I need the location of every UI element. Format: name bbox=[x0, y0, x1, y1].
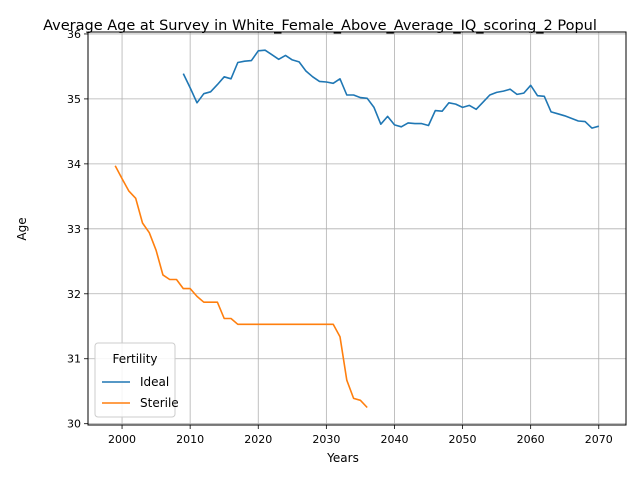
x-axis: 2000 2010 2020 2030 2040 2050 2060 2070 bbox=[108, 425, 613, 446]
x-tick-label: 2000 bbox=[108, 433, 136, 446]
y-tick-label: 30 bbox=[67, 418, 81, 431]
y-tick-label: 35 bbox=[67, 93, 81, 106]
x-tick-label: 2030 bbox=[312, 433, 340, 446]
y-tick-label: 33 bbox=[67, 223, 81, 236]
y-axis-label: Age bbox=[15, 217, 29, 240]
legend-label: Ideal bbox=[140, 375, 169, 389]
x-tick-label: 2020 bbox=[244, 433, 272, 446]
legend-label: Sterile bbox=[140, 396, 179, 410]
x-tick-label: 2050 bbox=[449, 433, 477, 446]
y-tick-label: 31 bbox=[67, 353, 81, 366]
y-tick-label: 36 bbox=[67, 28, 81, 41]
grid-lines bbox=[88, 32, 626, 425]
legend-title: Fertility bbox=[112, 352, 157, 366]
legend: Fertility Ideal Sterile bbox=[94, 342, 179, 418]
x-tick-label: 2040 bbox=[380, 433, 408, 446]
x-tick-label: 2070 bbox=[585, 433, 613, 446]
y-tick-label: 32 bbox=[67, 288, 81, 301]
x-tick-label: 2060 bbox=[517, 433, 545, 446]
legend-box bbox=[94, 342, 176, 418]
series-line-sterile bbox=[114, 165, 368, 409]
series-line-ideal bbox=[182, 49, 600, 129]
x-tick-label: 2010 bbox=[176, 433, 204, 446]
series-lines bbox=[114, 49, 600, 409]
y-axis: 30 31 32 33 34 35 36 bbox=[67, 28, 88, 431]
y-tick-label: 34 bbox=[67, 158, 81, 171]
chart-title: Average Age at Survey in White_Female_Ab… bbox=[43, 18, 597, 34]
x-axis-label: Years bbox=[326, 451, 359, 465]
